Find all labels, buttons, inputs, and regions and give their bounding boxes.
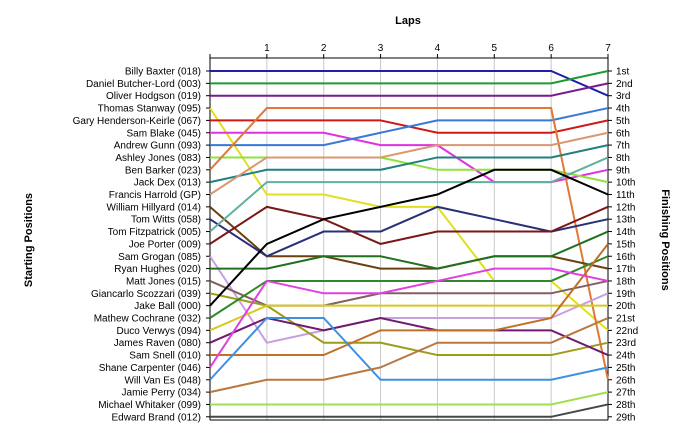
finishing-position-label: 2nd [616,79,633,90]
x-tick-label: 2 [321,43,327,54]
finishing-position-label: 18th [616,276,635,287]
x-tick-label: 5 [492,43,498,54]
finishing-position-label: 13th [616,215,635,226]
finishing-position-label: 24th [616,351,635,362]
finishing-position-label: 26th [616,375,635,386]
series-start-label: Mathew Cochrane (032) [94,314,201,325]
series-line [210,70,609,97]
series-line [209,267,609,368]
series-start-label: Sam Blake (045) [127,128,201,139]
series-line [209,107,609,380]
axes [206,54,612,421]
finishing-position-label: 10th [616,178,635,189]
x-tick-label: 6 [548,43,554,54]
finishing-position-label: 12th [616,202,635,213]
series-line [210,82,609,97]
series-start-label: Jamie Perry (034) [122,388,201,399]
series-start-label: Gary Henderson-Keirle (067) [73,116,201,127]
series-start-label: Ashley Jones (083) [115,153,201,164]
series-start-label: Will Van Es (048) [124,375,201,386]
series-line [209,316,609,356]
series-start-label: Oliver Hodgson (019) [106,91,201,102]
finishing-position-label: 16th [616,252,635,263]
labels: 1 2 3 4 5 6 7 Billy Baxter (018)Daniel Butcher-… [73,43,639,423]
series-line [209,292,609,357]
series-line [209,279,609,307]
series-start-label: Francis Harrold (GP) [109,190,201,201]
series-start-label: Thomas Stanway (095) [98,104,201,115]
series-start-label: William Hillyard (014) [107,202,201,213]
series-start-label: Ben Barker (023) [125,165,201,176]
series-start-label: Jake Ball (000) [134,301,201,312]
finishing-position-label: 8th [616,153,630,164]
series-start-label: Matt Jones (015) [126,276,201,287]
series-line [209,255,609,344]
y-axis-left-title: Starting Positions [23,193,35,287]
series-line [210,391,609,406]
finishing-position-label: 19th [616,289,635,300]
series-start-label: Sam Snell (010) [129,351,201,362]
series-line [209,255,609,319]
series-line [210,403,609,418]
series-line [209,168,609,307]
series-line [209,131,609,196]
finishing-position-label: 11th [616,190,635,201]
grid [266,58,609,420]
series-line [210,230,609,270]
x-tick-label: 3 [378,43,384,54]
series-line [210,70,609,85]
series-start-label: Jack Dex (013) [134,178,201,189]
series-start-label: Joe Porter (009) [129,239,201,250]
series-line [209,156,609,233]
finishing-position-label: 25th [616,363,635,374]
series-line [209,317,609,394]
series-line [209,304,608,332]
finishing-position-label: 22nd [616,326,638,337]
series-start-label: Andrew Gunn (093) [114,141,201,152]
finishing-position-label: 3rd [616,91,630,102]
y-axis-right-title: Finishing Positions [659,189,671,290]
series-start-label: Tom Fitzpatrick (005) [108,227,201,238]
series-start-label: Edward Brand (012) [112,412,202,423]
series-start-label: Daniel Butcher-Lord (003) [86,79,201,90]
finishing-position-label: 23rd [616,338,636,349]
series-line [209,205,609,245]
series-layer [209,70,609,418]
series-line [209,317,609,381]
x-tick-label: 4 [435,43,441,54]
finishing-position-label: 29th [616,412,635,423]
finishing-position-label: 28th [616,400,635,411]
finishing-position-label: 5th [616,116,630,127]
series-start-label: Giancarlo Scozzari (039) [91,289,201,300]
finishing-position-label: 7th [616,141,630,152]
finishing-position-label: 14th [616,227,635,238]
series-start-label: Ryan Hughes (020) [114,264,201,275]
finishing-position-label: 9th [616,165,630,176]
series-line [209,205,609,258]
series-start-label: Michael Whitaker (099) [98,400,201,411]
x-axis-title: Laps [395,15,421,27]
finishing-position-label: 17th [616,264,635,275]
x-tick-label: 1 [264,43,270,54]
series-line [210,243,609,357]
finishing-position-label: 1st [616,67,630,78]
series-line [210,107,609,147]
series-line [209,144,609,184]
series-start-label: Shane Carpenter (046) [99,363,201,374]
finishing-position-label: 4th [616,104,630,115]
series-start-label: James Raven (080) [114,338,201,349]
series-start-label: Tom Witts (058) [131,215,201,226]
finishing-position-label: 27th [616,388,635,399]
series-start-label: Duco Verwys (094) [117,326,201,337]
series-start-label: Billy Baxter (018) [125,67,201,78]
finishing-position-label: 6th [616,128,630,139]
finishing-position-label: 21st [616,314,635,325]
finishing-position-label: 20th [616,301,635,312]
series-start-label: Sam Grogan (085) [118,252,201,263]
x-tick-label: 7 [605,43,611,54]
finishing-position-label: 15th [616,239,635,250]
